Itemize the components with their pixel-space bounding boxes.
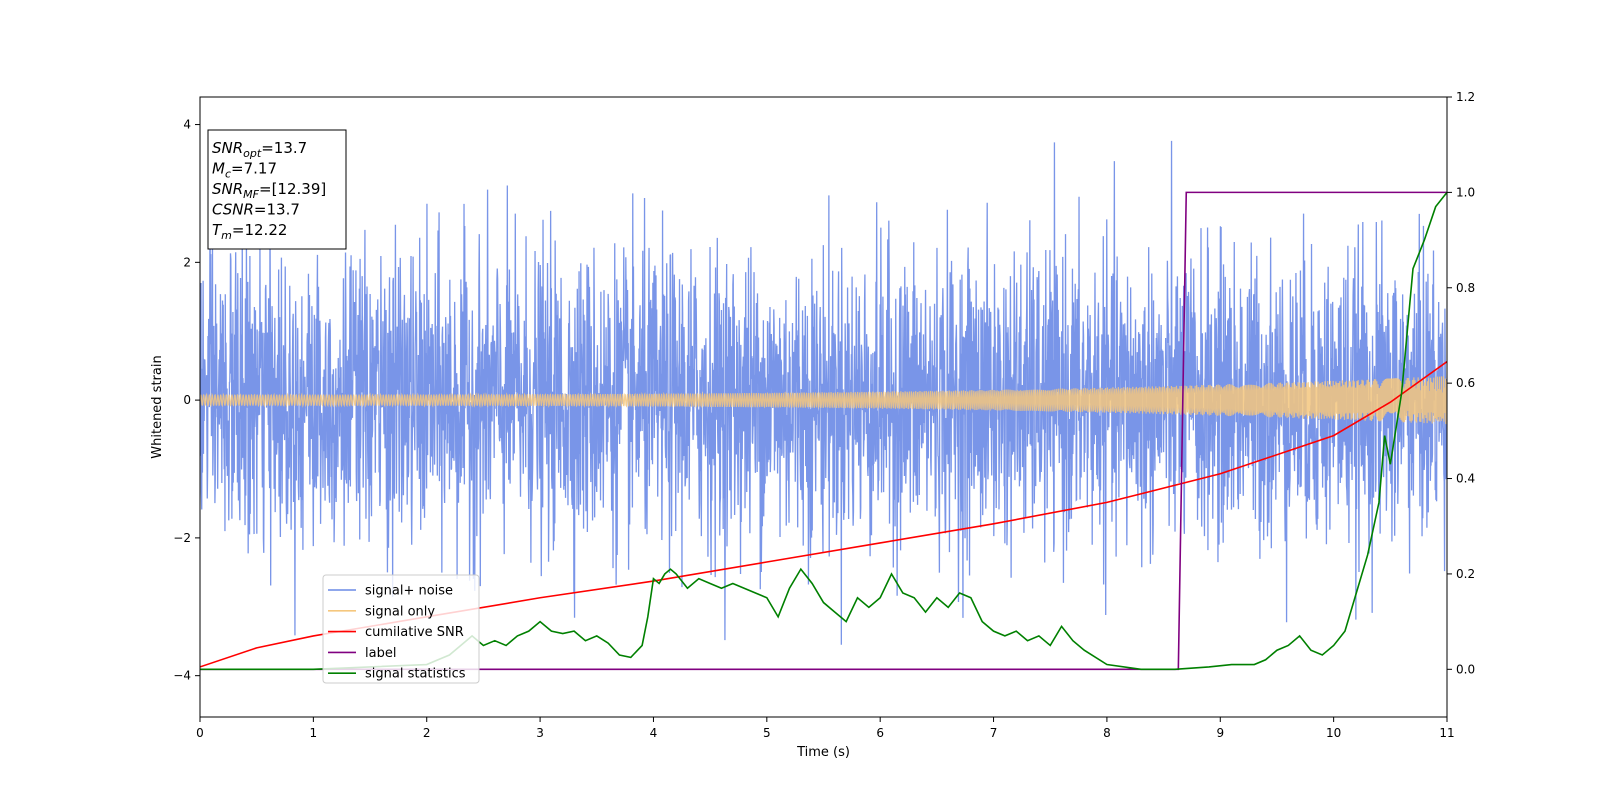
annotation-value: =7.17: [231, 160, 277, 178]
annotation-line: Mc=7.17: [212, 160, 277, 181]
annotation-symbol: SNR: [212, 139, 243, 157]
x-axis-label: Time (s): [796, 745, 850, 760]
x-tick-label: 3: [536, 726, 544, 740]
annotation-value: =12.22: [232, 221, 288, 239]
annotation-symbol: CSNR: [212, 201, 254, 219]
annotation-subscript: c: [225, 168, 231, 181]
y-axis-label: Whitened strain: [150, 355, 165, 458]
y2-tick-label: 1.2: [1456, 90, 1475, 104]
annotation-subscript: m: [221, 229, 232, 242]
x-tick-label: 9: [1216, 726, 1224, 740]
x-tick-label: 2: [423, 726, 431, 740]
legend-label: label: [365, 646, 396, 661]
x-tick-label: 11: [1439, 726, 1454, 740]
series-line-label: [200, 191, 1447, 671]
annotation-value: =13.7: [261, 139, 307, 157]
annotation-line: CSNR=13.7: [212, 201, 300, 219]
x-tick-label: 5: [763, 726, 771, 740]
y-tick-label: 2: [183, 255, 191, 269]
annotation-symbol: T: [212, 221, 223, 239]
annotation-symbol: SNR: [212, 180, 243, 198]
annotation-value: =[12.39]: [259, 180, 326, 198]
y2-tick-label: 1.0: [1456, 185, 1475, 199]
series-line-signal-noise: [200, 140, 1447, 645]
annotation-subscript: opt: [243, 147, 262, 160]
legend-label: signal statistics: [365, 667, 466, 682]
y2-tick-label: 0.2: [1456, 567, 1475, 581]
series-line-signal-only: [200, 376, 1447, 425]
y-tick-label: 0: [183, 393, 191, 407]
x-tick-label: 6: [876, 726, 884, 740]
series-line-signal-statistics: [200, 191, 1447, 671]
y-tick-label: −4: [173, 669, 191, 683]
y2-tick-label: 0.0: [1456, 662, 1475, 676]
y2-tick-label: 0.6: [1456, 376, 1475, 390]
x-tick-label: 0: [196, 726, 204, 740]
annotation-box: SNRopt=13.7Mc=7.17SNRMF=[12.39]CSNR=13.7…: [207, 129, 347, 250]
x-tick-label: 10: [1326, 726, 1341, 740]
annotation-line: SNRMF=[12.39]: [212, 180, 326, 201]
legend-label: cumilative SNR: [365, 625, 464, 640]
legend: signal+ noise signal only cumilative SNR la…: [322, 574, 480, 684]
y-tick-label: −2: [173, 531, 191, 545]
plot-frame: [199, 96, 1448, 718]
annotation-subscript: MF: [243, 188, 259, 201]
legend-label: signal+ noise: [365, 584, 453, 599]
legend-label: signal only: [365, 604, 435, 619]
x-tick-label: 7: [990, 726, 998, 740]
annotation-line: Tm=12.22: [212, 221, 287, 242]
y-tick-label: 4: [183, 118, 191, 132]
x-tick-label: 4: [650, 726, 658, 740]
y2-tick-label: 0.4: [1456, 472, 1475, 486]
annotation-symbol: M: [212, 160, 225, 178]
annotation-line: SNRopt=13.7: [212, 139, 307, 160]
annotation-value: =13.7: [254, 201, 300, 219]
y2-tick-label: 0.8: [1456, 281, 1475, 295]
x-tick-label: 8: [1103, 726, 1111, 740]
x-tick-label: 1: [310, 726, 318, 740]
